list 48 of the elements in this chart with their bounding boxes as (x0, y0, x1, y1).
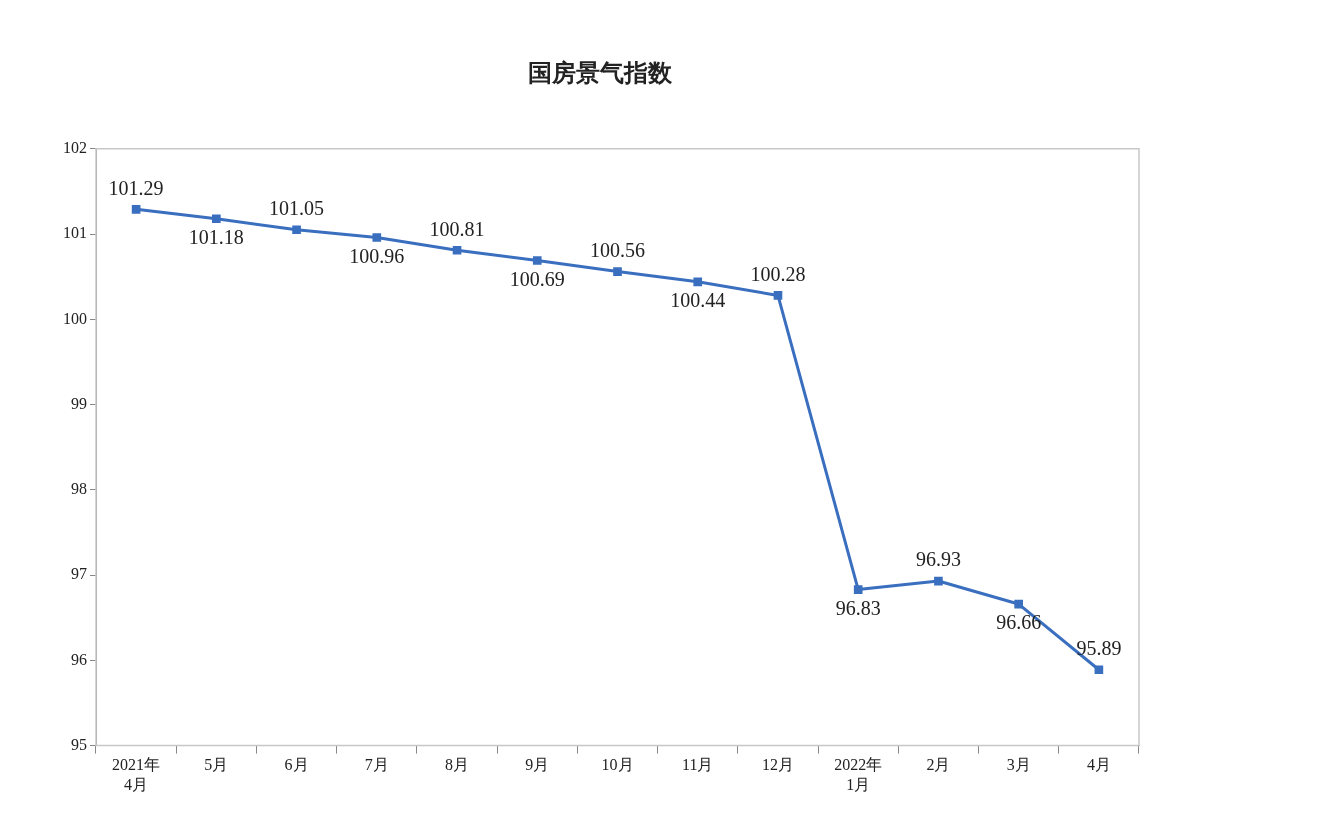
y-tick-label: 98 (71, 480, 87, 498)
point (212, 214, 221, 224)
data-label: 100.28 (750, 262, 806, 285)
y-tick-label: 100 (63, 309, 87, 327)
point (532, 256, 542, 265)
point (372, 233, 382, 242)
data-label: 95.89 (1076, 636, 1122, 659)
x-tick-label: 11月 (682, 756, 714, 774)
x-tick-label: 5月 (204, 756, 229, 774)
data-label: 101.29 (108, 176, 164, 199)
y-tick-label: 102 (63, 139, 87, 156)
data-label: 100.69 (509, 267, 565, 290)
x-tick-label: 2022年 1月 (834, 756, 883, 793)
data-label: 96.66 (996, 611, 1042, 634)
x-tick-label: 9月 (525, 756, 550, 774)
point (853, 585, 863, 594)
y-tick-label: 97 (71, 565, 87, 583)
x-tick-label: 7月 (364, 756, 389, 774)
point (613, 267, 622, 276)
point (1014, 599, 1023, 609)
data-label: 100.81 (429, 217, 485, 240)
x-tick-label: 2月 (926, 756, 951, 774)
data-label: 100.96 (349, 244, 405, 267)
point (292, 225, 301, 235)
x-tick-label: 10月 (601, 756, 634, 774)
y-tick-label: 95 (71, 735, 87, 753)
y-tick-label: 101 (63, 224, 87, 242)
x-tick-label: 8月 (445, 756, 470, 774)
point (934, 576, 943, 586)
point (1094, 665, 1104, 675)
x-tick-label: 6月 (284, 756, 309, 774)
data-label: 100.56 (590, 238, 645, 261)
x-tick-label: 4月 (1086, 756, 1111, 774)
data-label: 101.18 (188, 225, 244, 248)
y-tick-label: 99 (71, 394, 87, 412)
point (452, 245, 462, 255)
x-tick-label: 3月 (1006, 756, 1031, 774)
chart-title: 国房景气指数 (527, 58, 673, 87)
point (773, 291, 783, 300)
point (693, 277, 703, 287)
data-label: 96.93 (915, 548, 961, 571)
data-label: 96.83 (835, 596, 881, 619)
x-tick-label: 2021年 4月 (112, 756, 161, 793)
data-label: 101.05 (269, 197, 325, 220)
data-label: 100.44 (670, 289, 726, 312)
x-tick-label: 12月 (761, 756, 794, 774)
y-tick-label: 96 (71, 650, 87, 668)
point (131, 205, 141, 214)
